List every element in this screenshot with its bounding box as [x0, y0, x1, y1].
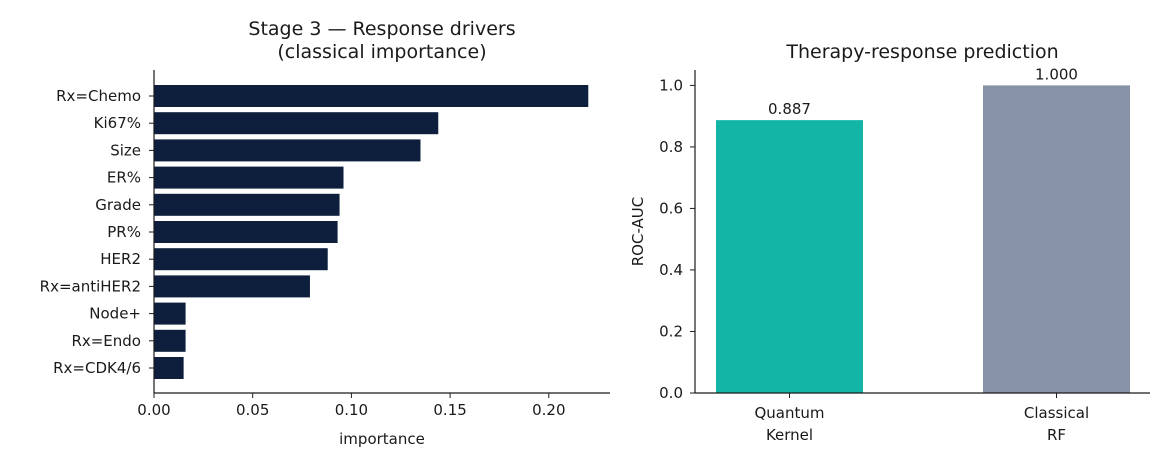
bar: [154, 275, 310, 298]
bar: [154, 357, 184, 379]
x-tick-label: 0.10: [335, 401, 368, 419]
x-axis-label: importance: [339, 430, 425, 448]
x-tick-label: 0.15: [433, 401, 466, 419]
x-tick-label: 0.05: [236, 401, 269, 419]
bar: [154, 329, 186, 352]
y-tick-label: 0.2: [659, 322, 683, 340]
y-tick-label: Rx=antiHER2: [40, 277, 141, 295]
y-tick-label: 0.6: [659, 199, 683, 217]
bar: [983, 85, 1130, 393]
bar: [154, 302, 186, 325]
bar: [154, 139, 421, 162]
data-label: 1.000: [1035, 65, 1078, 83]
y-tick-label: 0.8: [659, 138, 683, 156]
y-tick-label: Grade: [95, 196, 141, 214]
bar: [154, 248, 328, 271]
feature-importance-chart: Stage 3 — Response drivers(classical imp…: [40, 18, 610, 448]
y-tick-label: Rx=Endo: [71, 332, 141, 350]
y-tick-label: ER%: [107, 169, 141, 187]
chart-title: (classical importance): [277, 41, 486, 63]
y-tick-label: 0.4: [659, 261, 683, 279]
bar: [154, 166, 344, 189]
y-tick-label: Node+: [89, 305, 141, 323]
y-tick-label: Size: [110, 141, 141, 159]
x-tick-label: Kernel: [766, 426, 813, 444]
x-tick-label: Quantum: [754, 404, 824, 422]
y-tick-label: HER2: [100, 250, 141, 268]
bar: [154, 193, 340, 216]
y-tick-label: Rx=Chemo: [56, 87, 141, 105]
chart-title: Therapy-response prediction: [785, 41, 1058, 63]
y-tick-label: Rx=CDK4/6: [53, 359, 141, 377]
bar: [154, 112, 439, 135]
y-tick-label: 1.0: [659, 76, 683, 94]
x-tick-label: 0.20: [532, 401, 565, 419]
y-tick-label: Ki67%: [94, 114, 141, 132]
y-tick-label: 0.0: [659, 384, 683, 402]
x-tick-label: 0.00: [137, 401, 170, 419]
bar: [154, 221, 338, 243]
therapy-prediction-chart: Therapy-response prediction 0.887 Quantum K…: [629, 41, 1150, 444]
bar: [154, 85, 589, 107]
bar: [716, 120, 863, 393]
y-axis-label: ROC-AUC: [629, 197, 647, 267]
data-label: 0.887: [768, 100, 811, 118]
x-tick-label: Classical: [1024, 404, 1089, 422]
chart-title: Stage 3 — Response drivers: [248, 18, 515, 40]
x-tick-label: RF: [1047, 426, 1066, 444]
y-tick-label: PR%: [107, 223, 141, 241]
